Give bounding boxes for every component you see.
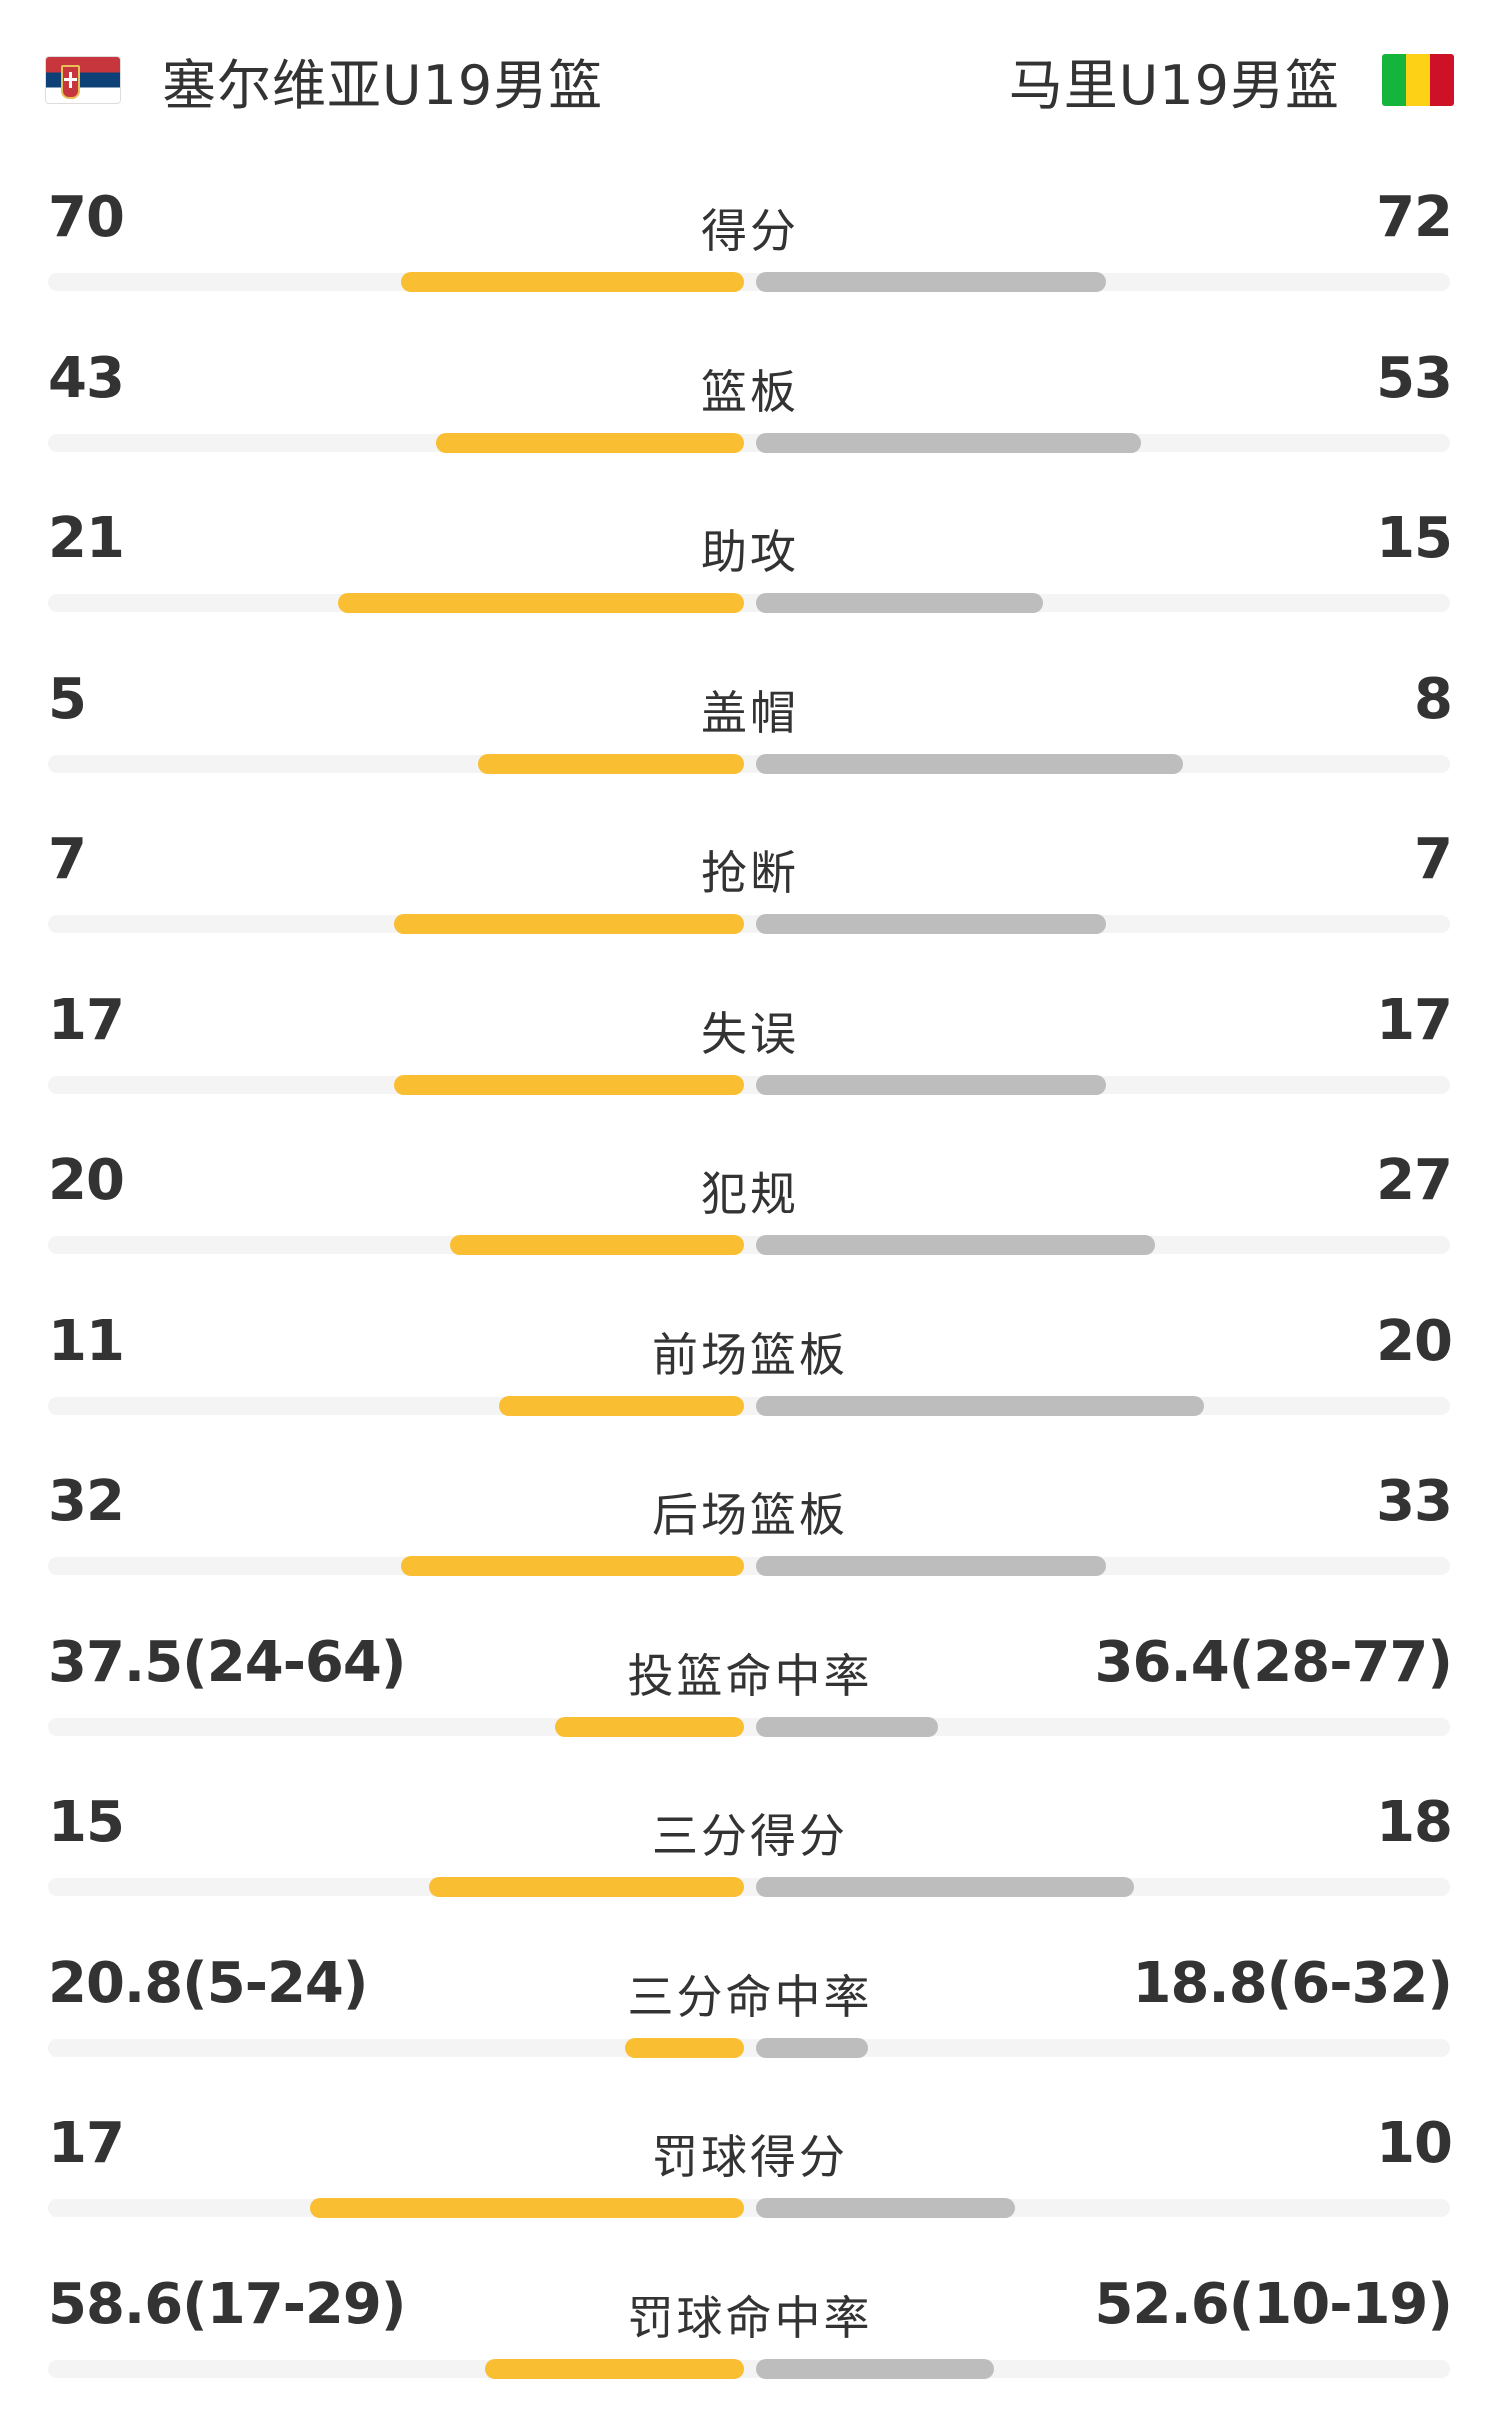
stat-label: 后场篮板 — [0, 1479, 1500, 1545]
away-stat-value: 7 — [1414, 827, 1452, 892]
stat-bar-track — [48, 915, 1450, 933]
home-stat-bar — [401, 272, 744, 292]
away-stat-bar — [756, 272, 1106, 292]
home-stat-bar — [485, 2359, 744, 2379]
home-stat-bar — [625, 2038, 744, 2058]
away-stat-value: 53 — [1376, 346, 1452, 411]
away-stat-bar — [756, 914, 1106, 934]
away-stat-bar — [756, 2038, 868, 2058]
stat-label: 三分得分 — [0, 1800, 1500, 1866]
away-stat-bar — [756, 1556, 1106, 1576]
away-stat-bar — [756, 1717, 938, 1737]
away-team-name: 马里U19男篮 — [1009, 41, 1340, 120]
away-stat-value: 33 — [1376, 1469, 1452, 1534]
away-stat-bar — [756, 1075, 1106, 1095]
stat-bar-track — [48, 2199, 1450, 2217]
stat-label: 抢断 — [0, 837, 1500, 903]
away-stat-value: 52.6(10-19) — [1095, 2272, 1452, 2337]
home-team[interactable]: 塞尔维亚U19男篮 — [46, 40, 603, 120]
stat-bar-track — [48, 755, 1450, 773]
stat-label: 得分 — [0, 195, 1500, 261]
stat-bar-track — [48, 594, 1450, 612]
away-stat-bar — [756, 1877, 1134, 1897]
stat-label: 盖帽 — [0, 677, 1500, 743]
home-team-name: 塞尔维亚U19男篮 — [162, 41, 603, 120]
away-stat-value: 8 — [1414, 667, 1452, 732]
home-stat-bar — [478, 754, 744, 774]
away-stat-value: 15 — [1376, 506, 1452, 571]
stat-bar-track — [48, 2039, 1450, 2057]
home-stat-bar — [394, 914, 744, 934]
stat-bar-track — [48, 1076, 1450, 1094]
away-stat-value: 27 — [1376, 1148, 1452, 1213]
away-stat-value: 10 — [1376, 2111, 1452, 2176]
stat-bar-track — [48, 1718, 1450, 1736]
home-stat-bar — [450, 1235, 744, 1255]
away-stat-value: 17 — [1376, 988, 1452, 1053]
away-stat-bar — [756, 1235, 1155, 1255]
stat-bar-track — [48, 1878, 1450, 1896]
away-stat-bar — [756, 593, 1043, 613]
away-stat-bar — [756, 754, 1183, 774]
stat-label: 失误 — [0, 998, 1500, 1064]
away-stat-bar — [756, 1396, 1204, 1416]
stat-bar-track — [48, 273, 1450, 291]
home-stat-bar — [429, 1877, 744, 1897]
stat-bar-track — [48, 434, 1450, 452]
home-stat-bar — [310, 2198, 744, 2218]
stat-label: 犯规 — [0, 1158, 1500, 1224]
home-stat-bar — [499, 1396, 744, 1416]
mali-flag-icon — [1382, 54, 1454, 106]
stat-label: 罚球得分 — [0, 2121, 1500, 2187]
away-stat-value: 36.4(28-77) — [1095, 1630, 1452, 1695]
away-stat-bar — [756, 433, 1141, 453]
home-stat-bar — [555, 1717, 744, 1737]
stat-bar-track — [48, 1236, 1450, 1254]
away-stat-value: 72 — [1376, 185, 1452, 250]
away-stat-bar — [756, 2359, 994, 2379]
home-stat-bar — [436, 433, 744, 453]
away-stat-value: 18 — [1376, 1790, 1452, 1855]
stat-bar-track — [48, 2360, 1450, 2378]
stat-label: 前场篮板 — [0, 1319, 1500, 1385]
stat-label: 篮板 — [0, 356, 1500, 422]
home-stat-bar — [338, 593, 744, 613]
away-team[interactable]: 马里U19男篮 — [1009, 40, 1454, 120]
away-stat-bar — [756, 2198, 1015, 2218]
serbia-flag-icon — [46, 57, 120, 103]
stat-bar-track — [48, 1557, 1450, 1575]
stat-bar-track — [48, 1397, 1450, 1415]
teams-header: 塞尔维亚U19男篮 马里U19男篮 — [0, 0, 1500, 160]
away-stat-value: 18.8(6-32) — [1133, 1951, 1453, 2016]
home-stat-bar — [401, 1556, 744, 1576]
away-stat-value: 20 — [1376, 1309, 1452, 1374]
stat-label: 助攻 — [0, 516, 1500, 582]
home-stat-bar — [394, 1075, 744, 1095]
